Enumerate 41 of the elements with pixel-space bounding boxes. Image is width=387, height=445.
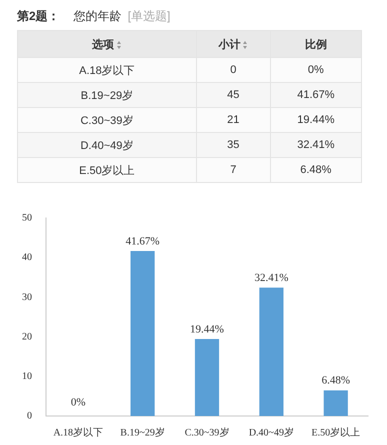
data-label: 0% (70, 396, 86, 408)
data-label: 35 (196, 132, 270, 158)
text: 比例 (304, 38, 327, 50)
data-label: 7 (196, 158, 270, 182)
data-label: 32.41% (254, 272, 288, 284)
x-tick-label: A.18岁以下 (53, 426, 104, 439)
data-label: 19.44% (270, 108, 362, 132)
y-tick-label: 20 (22, 331, 32, 342)
data-label: 45 (196, 82, 270, 108)
bar (259, 288, 284, 416)
category-label: B.19~29岁 (18, 82, 196, 108)
data-label: 21 (196, 108, 270, 132)
bar (194, 339, 220, 416)
y-tick-label: 40 (22, 252, 32, 264)
y-tick-label: 0 (27, 410, 32, 422)
text: 第2题： (17, 9, 60, 23)
category-label: A.18岁以下 (18, 58, 196, 82)
bar (130, 250, 155, 416)
text: [单选题] (128, 9, 170, 23)
data-label: 32.41% (270, 132, 362, 158)
category-label: C.30~39岁 (18, 108, 196, 132)
data-label: 41.67% (126, 235, 160, 248)
text: 选项 (92, 38, 114, 50)
data-label: 0 (196, 58, 270, 82)
data-label: 0% (270, 58, 362, 82)
data-label: 6.48% (270, 158, 362, 182)
category-label: D.40~49岁 (18, 132, 196, 158)
y-tick-label: 30 (22, 292, 32, 303)
x-tick-label: B.19~29岁 (120, 426, 165, 439)
series-label: 小计 (218, 38, 240, 50)
bar (324, 390, 348, 416)
text: 您的年龄 (74, 9, 122, 23)
y-tick-label: 50 (22, 212, 32, 224)
x-tick-label: E.50岁以上 (311, 426, 360, 439)
category-label: E.50岁以上 (18, 158, 196, 182)
y-tick-label: 10 (22, 371, 32, 382)
data-label: 6.48% (322, 374, 350, 387)
data-label: 19.44% (190, 323, 224, 336)
x-tick-label: D.40~49岁 (248, 426, 294, 439)
data-label: 41.67% (270, 82, 362, 108)
x-tick-label: C.30~39岁 (184, 426, 230, 439)
